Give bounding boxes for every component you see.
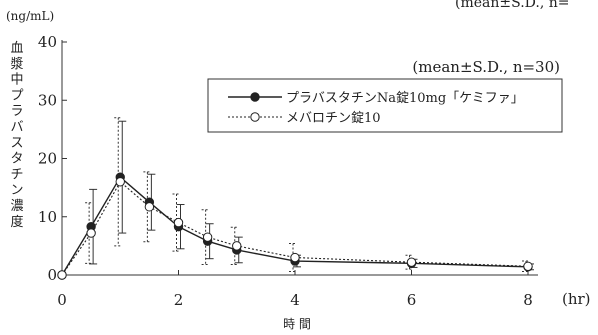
legend-items: プラバスタチンNa錠10mg「ケミファ」メバロチン錠10 bbox=[228, 91, 524, 126]
legend-box bbox=[207, 78, 563, 133]
legend-label: プラバスタチンNa錠10mg「ケミファ」 bbox=[286, 91, 524, 106]
data-point-series-2 bbox=[86, 228, 96, 238]
y-axis-label-char: 中 bbox=[10, 73, 23, 88]
y-axis-label-char: 度 bbox=[10, 214, 23, 230]
x-axis-unit: (hr) bbox=[562, 290, 591, 308]
y-axis-label-char: バ bbox=[10, 120, 23, 135]
data-point-series-2 bbox=[57, 270, 67, 280]
y-axis-label-char: 濃 bbox=[10, 199, 23, 214]
x-tick-label: 4 bbox=[290, 291, 300, 309]
data-point-series-2 bbox=[406, 257, 417, 267]
y-tick-label: 30 bbox=[38, 91, 57, 109]
series-line-prava-chemiphar bbox=[61, 176, 529, 276]
y-axis-label-char: 血 bbox=[10, 41, 23, 56]
corner-note: (mean±S.D., n= bbox=[455, 0, 569, 11]
x-tick-label: 8 bbox=[523, 291, 533, 309]
legend-marker bbox=[250, 112, 260, 122]
data-point-series-2 bbox=[202, 232, 213, 242]
y-tick-label: 0 bbox=[47, 266, 57, 284]
y-tick-label: 20 bbox=[38, 150, 57, 168]
error-bars bbox=[85, 117, 534, 273]
y-axis-label-char: ン bbox=[10, 183, 23, 198]
y-tick-label: 40 bbox=[38, 33, 57, 51]
axes bbox=[61, 40, 538, 276]
y-axis-label-char: チ bbox=[10, 167, 23, 182]
data-point-series-2 bbox=[290, 252, 300, 263]
series-markers bbox=[57, 172, 533, 280]
y-axis-label-char: ス bbox=[10, 136, 23, 151]
y-axis-label-char: プ bbox=[10, 88, 23, 103]
data-point-series-2 bbox=[523, 261, 533, 271]
data-point-series-2 bbox=[115, 177, 125, 187]
legend: プラバスタチンNa錠10mg「ケミファ」メバロチン錠10 bbox=[207, 78, 563, 133]
x-tick-label: 2 bbox=[174, 291, 184, 309]
legend-marker bbox=[250, 92, 260, 102]
x-tick-label: 0 bbox=[57, 291, 67, 309]
chart-annotation: (mean±S.D., n=30) bbox=[412, 58, 560, 76]
legend-label: メバロチン錠10 bbox=[286, 111, 381, 126]
y-axis-label-char: ラ bbox=[10, 104, 23, 119]
y-axis-unit: (ng/mL) bbox=[6, 9, 54, 23]
data-point-series-2 bbox=[232, 241, 242, 251]
y-axis-label-char: 漿 bbox=[10, 57, 23, 72]
x-tick-label: 6 bbox=[407, 291, 417, 309]
data-point-series-2 bbox=[173, 217, 184, 228]
ticks: 0 10 20 30 40 0 2 4 6 8 bbox=[38, 33, 533, 309]
series-lines bbox=[61, 176, 529, 276]
y-axis-label-char: タ bbox=[10, 152, 23, 167]
series-line-mevalotin bbox=[61, 180, 529, 276]
y-tick-label: 10 bbox=[38, 208, 57, 226]
data-point-series-2 bbox=[144, 202, 155, 212]
x-axis-label: 時 間 bbox=[283, 317, 311, 331]
